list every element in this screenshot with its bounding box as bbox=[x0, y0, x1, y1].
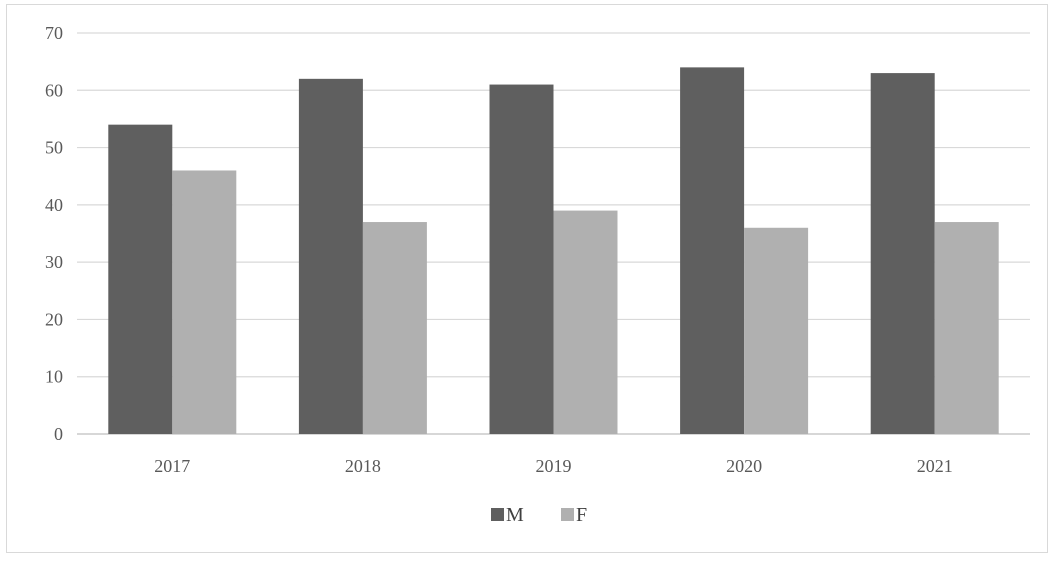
x-axis-ticks: 2017 2018 2019 2020 2021 bbox=[154, 456, 952, 476]
bar-f-2020 bbox=[744, 227, 809, 434]
x-tick-label: 2019 bbox=[536, 456, 572, 476]
bar-f-2017 bbox=[172, 170, 237, 434]
legend-swatch-m bbox=[491, 508, 504, 521]
y-tick-label: 40 bbox=[45, 195, 63, 215]
x-tick-label: 2018 bbox=[345, 456, 381, 476]
bar-f-2019 bbox=[553, 210, 618, 434]
bar-f-2021 bbox=[934, 222, 999, 434]
bar-m-2019 bbox=[489, 84, 554, 435]
x-tick-label: 2021 bbox=[917, 456, 953, 476]
bar-m-2020 bbox=[680, 67, 745, 434]
y-axis-ticks: 0 10 20 30 40 50 60 70 bbox=[45, 23, 63, 444]
bars bbox=[108, 67, 999, 435]
y-tick-label: 30 bbox=[45, 252, 63, 272]
y-tick-label: 20 bbox=[45, 309, 63, 329]
bar-m-2017 bbox=[108, 124, 173, 435]
x-tick-label: 2017 bbox=[154, 456, 190, 476]
y-tick-label: 10 bbox=[45, 367, 63, 387]
bar-m-2021 bbox=[870, 73, 935, 434]
bar-f-2018 bbox=[362, 222, 427, 434]
y-tick-label: 60 bbox=[45, 80, 63, 100]
legend-swatch-f bbox=[561, 508, 574, 521]
y-tick-label: 0 bbox=[54, 424, 63, 444]
legend-label-m: M bbox=[506, 504, 524, 526]
legend-label-f: F bbox=[576, 504, 587, 526]
x-tick-label: 2020 bbox=[726, 456, 762, 476]
bar-m-2018 bbox=[298, 78, 363, 434]
y-tick-label: 50 bbox=[45, 138, 63, 158]
y-tick-label: 70 bbox=[45, 23, 63, 43]
